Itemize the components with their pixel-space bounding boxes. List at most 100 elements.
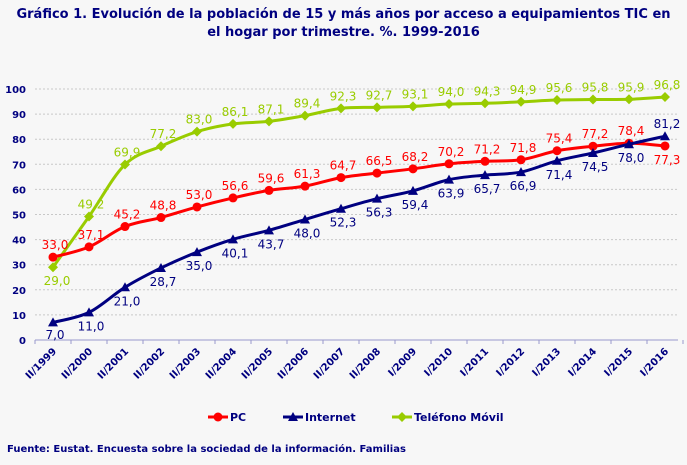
pc-marker (156, 213, 166, 223)
data-label: 61,3 (294, 167, 321, 181)
data-label: 63,9 (438, 187, 465, 201)
pc-marker (213, 412, 223, 422)
data-label: 71,2 (474, 142, 501, 156)
data-label: 45,2 (114, 208, 141, 222)
legend-item: Internet (283, 411, 356, 424)
internet-marker (516, 167, 526, 177)
data-label: 71,8 (510, 141, 537, 155)
data-label: 83,0 (186, 113, 213, 127)
data-label: 40,1 (222, 246, 249, 260)
movil-marker (660, 92, 670, 103)
x-tick-label: I/2009 (386, 346, 419, 379)
pc-marker (192, 202, 202, 212)
legend: PC Internet Teléfono Móvil (208, 411, 504, 424)
data-label: 94,3 (474, 84, 501, 98)
data-label: 68,2 (402, 150, 429, 164)
data-label: 37,1 (78, 228, 105, 242)
data-label: 11,0 (78, 319, 105, 333)
movil-marker (300, 110, 310, 121)
x-tick-label: I/2010 (422, 346, 455, 379)
x-tick-label: II/2007 (312, 346, 347, 381)
internet-marker (84, 307, 94, 317)
data-label: 78,4 (618, 124, 645, 138)
x-tick-label: I/2013 (530, 346, 563, 379)
data-label: 89,4 (294, 97, 321, 111)
data-label: 43,7 (258, 237, 285, 251)
y-tick-label: 0 (19, 336, 26, 347)
internet-marker (336, 203, 346, 213)
pc-marker (300, 181, 310, 191)
movil-marker (48, 262, 58, 273)
x-tick-label: II/2008 (348, 346, 383, 381)
y-tick-label: 50 (12, 211, 26, 222)
data-label: 7,0 (45, 328, 64, 342)
data-label: 59,4 (402, 198, 429, 212)
movil-marker (588, 94, 598, 105)
data-label: 94,0 (438, 85, 465, 99)
x-tick-label: I/2014 (566, 346, 599, 379)
data-label: 66,9 (510, 179, 537, 193)
data-label: 65,7 (474, 182, 501, 196)
data-label: 35,0 (186, 259, 213, 273)
data-label: 52,3 (330, 216, 357, 230)
data-label: 75,4 (546, 132, 573, 146)
movil-marker (516, 96, 526, 107)
data-label: 95,6 (546, 81, 573, 95)
movil-marker (444, 99, 454, 110)
y-tick-label: 70 (12, 160, 26, 171)
data-label: 56,6 (222, 179, 249, 193)
data-label: 86,1 (222, 105, 249, 119)
y-tick-label: 60 (12, 185, 26, 196)
internet-marker (264, 225, 274, 235)
data-label: 77,3 (654, 153, 681, 167)
pc-marker (372, 168, 382, 178)
internet-marker (408, 185, 418, 195)
legend-label: Internet (305, 411, 356, 424)
data-label: 48,8 (150, 199, 177, 213)
data-label: 49,2 (78, 198, 105, 212)
pc-marker (660, 141, 670, 151)
internet-marker (48, 317, 58, 327)
data-label: 28,7 (150, 275, 177, 289)
data-label: 70,2 (438, 145, 465, 159)
title-line-2: el hogar por trimestre. %. 1999-2016 (207, 25, 480, 40)
data-label: 56,3 (366, 206, 393, 220)
x-tick-label: II/2005 (240, 346, 275, 381)
x-tick-label: II/1999 (24, 346, 59, 381)
source-note: Fuente: Eustat. Encuesta sobre la socied… (7, 444, 406, 455)
data-label: 96,8 (654, 78, 681, 92)
pc-marker (48, 252, 58, 262)
pc-marker (408, 164, 418, 174)
movil-marker (156, 141, 166, 152)
internet-marker (120, 282, 130, 292)
y-tick-label: 30 (12, 261, 26, 272)
pc-marker (228, 193, 238, 203)
movil-marker (552, 95, 562, 106)
x-tick-label: II/2003 (168, 346, 203, 381)
internet-marker (156, 262, 166, 272)
pc-marker (588, 141, 598, 151)
x-tick-label: I/2012 (494, 346, 527, 379)
data-label: 81,2 (654, 117, 681, 131)
internet-marker (588, 148, 598, 158)
legend-label: PC (230, 411, 246, 424)
series-triangle: 7,0 11,0 21,0 28,7 35,0 40,1 43,7 48,0 52,3 56,3 5… (45, 117, 680, 342)
internet-marker (372, 193, 382, 203)
pc-marker (480, 156, 490, 166)
movil-marker (408, 101, 418, 112)
data-label: 59,6 (258, 171, 285, 185)
data-label: 48,0 (294, 227, 321, 241)
y-tick-label: 40 (12, 236, 26, 247)
internet-marker (624, 139, 634, 149)
data-label: 21,0 (114, 294, 141, 308)
y-tick-label: 10 (12, 311, 26, 322)
pc-marker (552, 146, 562, 156)
x-tick-label: I/2011 (458, 346, 491, 379)
data-label: 92,7 (366, 88, 393, 102)
data-label: 71,4 (546, 168, 573, 182)
pc-marker (444, 159, 454, 169)
movil-marker (192, 126, 202, 137)
internet-marker (228, 234, 238, 244)
